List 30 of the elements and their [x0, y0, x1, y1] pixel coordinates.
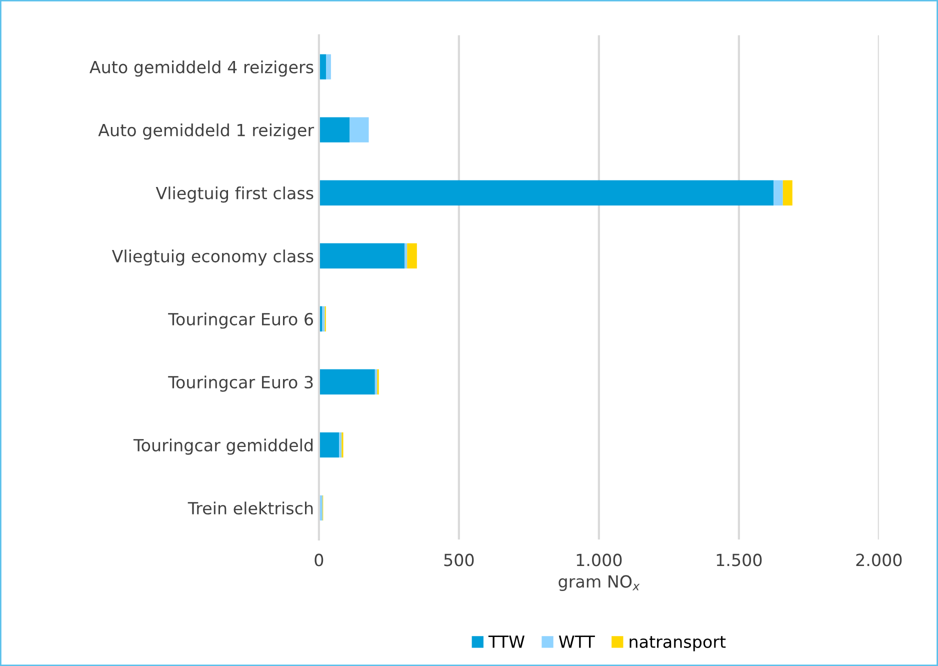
bar [318, 117, 350, 142]
bar [318, 180, 774, 206]
legend-label: TTW [488, 636, 524, 648]
y-tick-label: Auto gemiddeld 1 reiziger [98, 123, 314, 140]
bar [404, 243, 408, 268]
y-tick-label: Touringcar Euro 3 [168, 376, 313, 392]
bar [782, 180, 792, 206]
x-tick-label: 500 [444, 554, 474, 566]
y-tick-label: Vliegtuig economy class [112, 250, 314, 266]
bar [322, 306, 325, 332]
bar [774, 180, 783, 206]
y-tick-label: Touringcar gemiddeld [133, 438, 313, 455]
legend-label: WTT [558, 636, 595, 648]
x-tick-label: 1.000 [576, 554, 622, 566]
x-tick-label: 2.000 [856, 554, 902, 566]
bar [407, 243, 417, 268]
bar [318, 432, 340, 458]
y-tick-label: Vliegtuig first class [156, 186, 314, 203]
y-tick-label: Trein elektrisch [188, 502, 313, 515]
y-tick-label: Auto gemiddeld 4 reizigers [90, 60, 314, 77]
x-tick-label: 0 [314, 554, 324, 566]
x-axis-title: gram NO$_{x}$ [558, 575, 640, 591]
bar [326, 54, 331, 80]
bar [339, 432, 342, 458]
y-tick-label: Touringcar Euro 6 [168, 312, 314, 329]
bar [318, 243, 405, 268]
legend-label: natransport [630, 636, 726, 652]
x-tick-label: 1.500 [716, 554, 762, 566]
bar [318, 369, 375, 395]
bar [350, 117, 369, 142]
